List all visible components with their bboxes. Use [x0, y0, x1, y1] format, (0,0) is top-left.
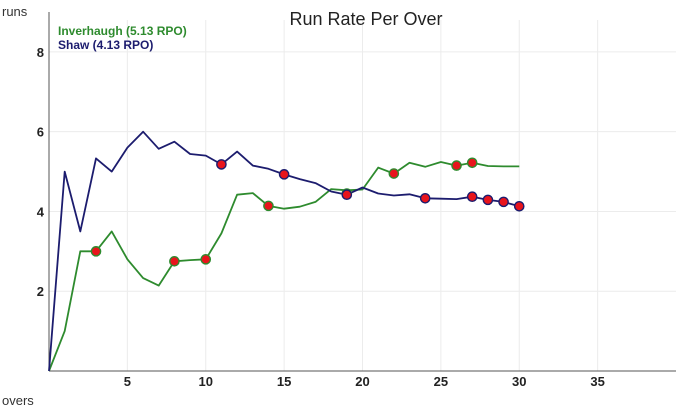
wicket-marker-1: [498, 196, 509, 208]
grid-lines: [49, 20, 676, 371]
wicket-markers: [90, 157, 525, 267]
y-axis-label: runs: [2, 4, 28, 19]
y-tick-label: 8: [37, 45, 44, 60]
x-tick-label: 25: [434, 374, 448, 389]
axes: [48, 12, 676, 372]
wicket-marker-1: [482, 194, 494, 206]
wicket-marker-0: [451, 160, 462, 171]
x-tick-label: 5: [124, 374, 131, 389]
chart-title: Run Rate Per Over: [289, 9, 442, 29]
wicket-marker-1: [513, 200, 525, 212]
wicket-marker-0: [169, 256, 180, 267]
wicket-marker-1: [419, 192, 431, 204]
x-tick-label: 10: [199, 374, 213, 389]
y-tick-labels: 2 4 6 8: [37, 45, 45, 299]
wicket-marker-0: [388, 168, 400, 179]
x-tick-label: 20: [355, 374, 369, 389]
wicket-marker-1: [466, 191, 478, 202]
wicket-marker-0: [466, 157, 478, 169]
wicket-marker-1: [278, 169, 290, 180]
legend-inverhaugh: Inverhaugh (5.13 RPO): [58, 24, 187, 38]
wicket-marker-1: [341, 189, 353, 201]
x-axis-label: overs: [2, 393, 34, 408]
x-tick-label: 15: [277, 374, 291, 389]
wicket-marker-0: [200, 254, 212, 265]
wicket-marker-1: [216, 159, 227, 170]
legend-shaw: Shaw (4.13 RPO): [58, 38, 153, 52]
y-tick-label: 4: [37, 204, 45, 219]
x-tick-label: 35: [590, 374, 604, 389]
wicket-marker-0: [90, 246, 102, 257]
y-tick-label: 6: [37, 125, 44, 140]
y-tick-label: 2: [37, 284, 44, 299]
wicket-marker-0: [263, 200, 274, 212]
x-tick-label: 30: [512, 374, 526, 389]
series-line-0: [48, 161, 520, 372]
x-tick-labels: 5 10 15 20 25 30 35: [124, 374, 605, 389]
